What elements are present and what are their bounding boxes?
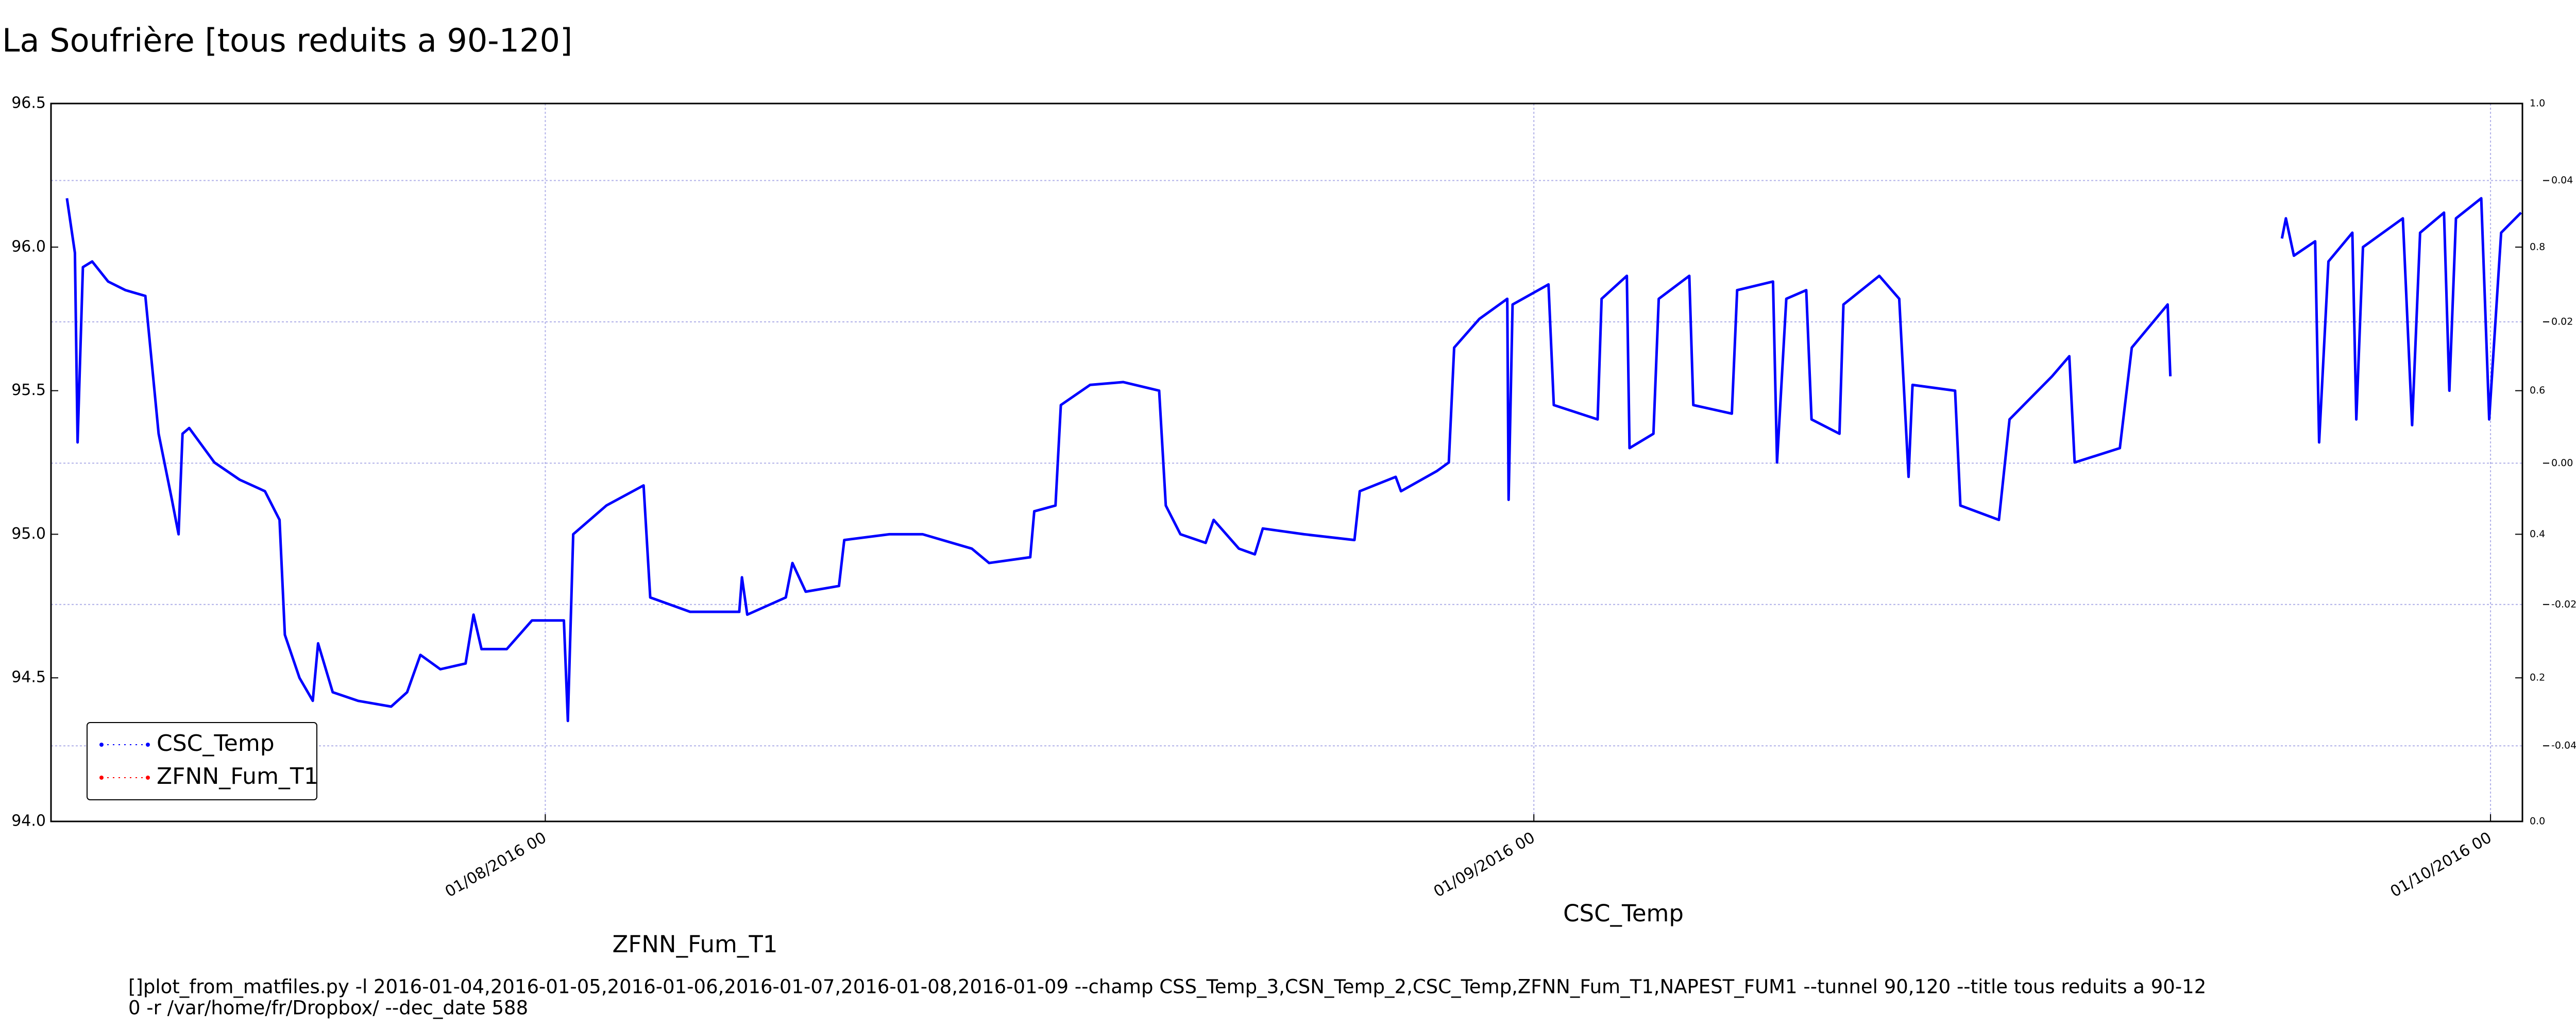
y-tick-label: 94.5	[11, 668, 46, 686]
y3-tick-label: 0.04	[2551, 175, 2573, 186]
y-tick-label: 95.0	[11, 525, 46, 543]
y-tick-label: 96.0	[11, 237, 46, 255]
legend-marker	[99, 743, 104, 747]
footnote: 0 -r /var/home/fr/Dropbox/ --dec_date 58…	[128, 997, 528, 1019]
y2-tick-label: 0.6	[2530, 385, 2545, 396]
y3-tick-label: -0.02	[2551, 598, 2576, 610]
y-tick-label: 96.5	[11, 94, 46, 112]
legend-label: ZFNN_Fum_T1	[157, 763, 318, 789]
x-tick-label: 01/10/2016 00	[2387, 829, 2495, 901]
annotation: ZFNN_Fum_T1	[613, 931, 778, 958]
plot-frame	[50, 102, 2523, 822]
data-line	[65, 197, 2522, 723]
y3-tick-label: -0.04	[2551, 740, 2576, 751]
y2-tick-label: 0.8	[2530, 241, 2545, 252]
legend-marker	[146, 776, 150, 780]
y-tick-label: 94.0	[11, 812, 46, 830]
footnote: []plot_from_matfiles.py -l 2016-01-04,20…	[128, 976, 2206, 998]
y2-tick-label: 0.2	[2530, 672, 2545, 683]
legend-label: CSC_Temp	[157, 730, 275, 757]
y2-tick-label: 0.4	[2530, 528, 2545, 540]
chart-title: La Soufrière [tous reduits a 90-120]	[2, 22, 572, 59]
legend-marker	[99, 776, 104, 780]
legend-marker	[146, 743, 150, 747]
y2-tick-label: 0.0	[2530, 816, 2545, 827]
x-tick-label: 01/09/2016 00	[1431, 829, 1538, 901]
legend-frame	[87, 722, 317, 800]
annotation: CSC_Temp	[1563, 900, 1684, 927]
y3-tick-label: 0.00	[2551, 457, 2573, 469]
y-tick-label: 95.5	[11, 381, 46, 399]
y2-tick-label: 1.0	[2530, 98, 2545, 109]
x-tick-label: 01/08/2016 00	[442, 829, 550, 901]
y3-tick-label: 0.02	[2551, 316, 2573, 327]
